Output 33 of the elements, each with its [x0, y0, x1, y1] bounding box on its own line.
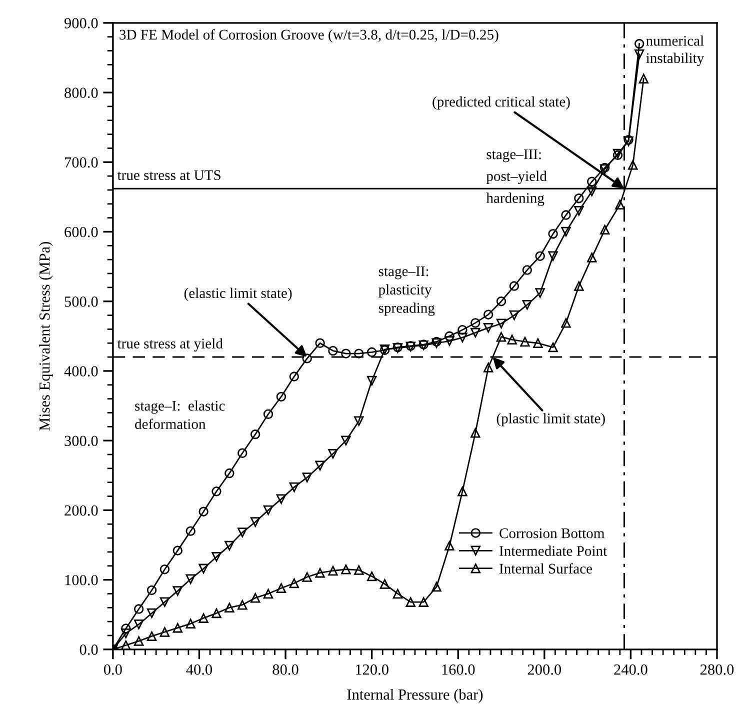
y-tick-label: 900.0 — [64, 18, 98, 28]
legend-label: Intermediate Point — [500, 546, 608, 556]
x-tick-label: 280.0 — [700, 664, 734, 675]
annotation: numerical instability — [646, 35, 704, 66]
ref-line-label: true stress at yield — [117, 338, 223, 352]
y-tick-label: 500.0 — [64, 296, 98, 307]
y-tick-label: 0.0 — [80, 644, 98, 655]
y-tick-label: 600.0 — [64, 226, 98, 238]
legend-label: Internal Surface — [500, 563, 592, 574]
y-tick-label: 400.0 — [64, 366, 98, 376]
chart-title: 3D FE Model of Corrosion Groove (w/t=3.8, d/t=0.25, l/D=0.25) — [120, 29, 498, 43]
x-tick-label: 160.0 — [442, 664, 475, 675]
ref-line-label: true stress at UTS — [117, 170, 220, 180]
y-tick-label: 700.0 — [64, 157, 98, 168]
x-tick-label: 240.0 — [614, 664, 648, 675]
x-tick-label: 0.0 — [104, 664, 122, 675]
y-tick-label: 200.0 — [64, 505, 98, 516]
legend-label: Corrosion Bottom — [500, 528, 604, 538]
annotation: (predicted critical state) — [432, 96, 570, 110]
y-tick-label: 800.0 — [64, 88, 98, 98]
x-tick-label: 200.0 — [528, 664, 562, 675]
annotation: (elastic limit state) — [184, 288, 292, 302]
annotation: stage–II: plasticity spreading — [378, 266, 435, 316]
x-axis-title: Internal Pressure (bar) — [347, 688, 483, 703]
y-tick-label: 300.0 — [64, 436, 98, 446]
x-tick-label: 120.0 — [356, 664, 388, 675]
annotation: stage–I: elastic deformation — [135, 400, 225, 430]
annotation: (plastic limit state) — [496, 413, 605, 426]
y-axis-title: Mises Equivalent Stress (MPa) — [39, 242, 53, 431]
y-tick-label: 100.0 — [65, 574, 98, 586]
annotation: stage–III: post–yield hardening — [486, 149, 547, 206]
x-tick-label: 40.0 — [186, 664, 212, 675]
x-tick-label: 80.0 — [272, 664, 298, 675]
